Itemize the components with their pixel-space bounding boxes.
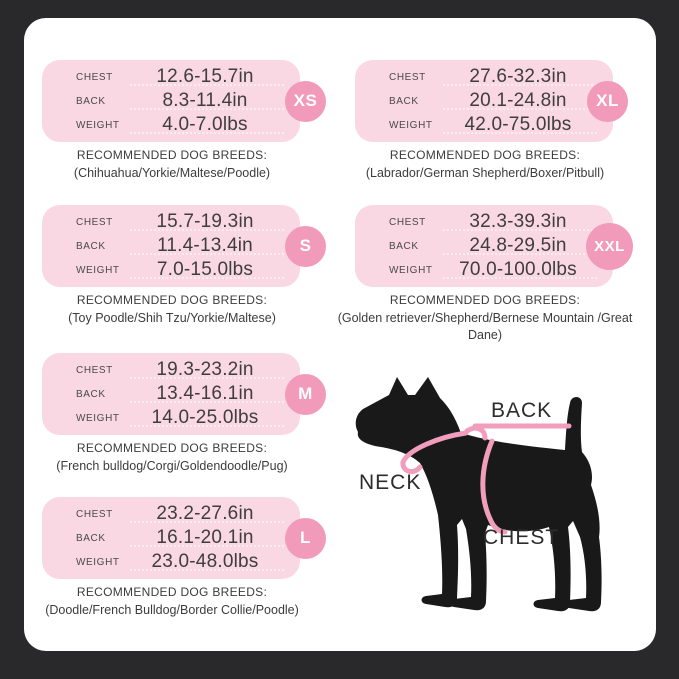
diagram-back-label: BACK	[491, 399, 553, 422]
back-label: BACK	[389, 95, 419, 107]
size-badge-s: S	[285, 225, 326, 267]
breeds-list: (Toy Poodle/Shih Tzu/Yorkie/Maltese)	[68, 311, 276, 325]
measurement-diagram: BACK NECK CHEST	[345, 355, 645, 650]
chest-label: CHEST	[76, 364, 113, 376]
chest-label: CHEST	[389, 216, 426, 228]
breeds-block-xxl: RECOMMENDED DOG BREEDS: (Golden retrieve…	[335, 293, 635, 344]
weight-value: 23.0-48.0lbs	[151, 551, 259, 572]
size-panel-xxl: CHEST 32.3-39.3in BACK 24.8-29.5in WEIGH…	[355, 205, 633, 287]
recommended-label: RECOMMENDED DOG BREEDS:	[76, 441, 268, 455]
recommended-label: RECOMMENDED DOG BREEDS:	[389, 148, 581, 162]
weight-label: WEIGHT	[76, 119, 120, 131]
chest-row: CHEST 19.3-23.2in	[76, 358, 300, 382]
breeds-list: (Labrador/German Shepherd/Boxer/Pitbull)	[365, 166, 605, 180]
breeds-block-l: RECOMMENDED DOG BREEDS: (Doodle/French B…	[22, 585, 322, 619]
neck-strap-curl	[464, 425, 488, 441]
back-value: 20.1-24.8in	[469, 90, 567, 111]
chest-label: CHEST	[389, 71, 426, 83]
chest-label: CHEST	[76, 216, 113, 228]
breeds-block-m: RECOMMENDED DOG BREEDS: (French bulldog/…	[22, 441, 322, 475]
chest-label: CHEST	[76, 71, 113, 83]
back-label: BACK	[76, 95, 106, 107]
back-row: BACK 16.1-20.1in	[76, 526, 300, 550]
chest-measure-arc	[480, 438, 508, 535]
chest-value: 32.3-39.3in	[469, 211, 567, 232]
back-row: BACK 8.3-11.4in	[76, 89, 300, 113]
chest-value: 27.6-32.3in	[469, 66, 567, 87]
back-label: BACK	[76, 532, 106, 544]
weight-value: 4.0-7.0lbs	[162, 114, 248, 135]
size-badge-l: L	[285, 517, 326, 559]
back-value: 8.3-11.4in	[162, 90, 248, 111]
back-label: BACK	[76, 240, 106, 252]
chest-row: CHEST 32.3-39.3in	[389, 210, 613, 234]
breeds-block-xl: RECOMMENDED DOG BREEDS: (Labrador/German…	[335, 148, 635, 182]
weight-row: WEIGHT 70.0-100.0lbs	[389, 258, 613, 282]
breeds-list: (Golden retriever/Shepherd/Bernese Mount…	[337, 311, 633, 342]
back-value: 24.8-29.5in	[469, 235, 567, 256]
breeds-block-s: RECOMMENDED DOG BREEDS: (Toy Poodle/Shih…	[22, 293, 322, 327]
chest-label: CHEST	[76, 508, 113, 520]
size-badge-xs: XS	[285, 80, 326, 122]
breeds-list: (French bulldog/Corgi/Goldendoodle/Pug)	[56, 459, 288, 473]
breeds-list: (Chihuahua/Yorkie/Maltese/Poodle)	[73, 166, 271, 180]
chest-row: CHEST 23.2-27.6in	[76, 502, 300, 526]
back-row: BACK 11.4-13.4in	[76, 234, 300, 258]
recommended-label: RECOMMENDED DOG BREEDS:	[76, 293, 268, 307]
size-panel-xs: CHEST 12.6-15.7in BACK 8.3-11.4in WEIGHT…	[42, 60, 326, 142]
weight-row: WEIGHT 7.0-15.0lbs	[76, 258, 300, 282]
back-label: BACK	[76, 388, 106, 400]
size-panel-s: CHEST 15.7-19.3in BACK 11.4-13.4in WEIGH…	[42, 205, 326, 287]
back-row: BACK 13.4-16.1in	[76, 382, 300, 406]
chest-row: CHEST 15.7-19.3in	[76, 210, 300, 234]
weight-value: 70.0-100.0lbs	[459, 259, 577, 280]
weight-label: WEIGHT	[76, 556, 120, 568]
chest-value: 19.3-23.2in	[156, 359, 254, 380]
weight-value: 42.0-75.0lbs	[464, 114, 572, 135]
weight-label: WEIGHT	[76, 412, 120, 424]
chest-row: CHEST 27.6-32.3in	[389, 65, 613, 89]
size-panel-m: CHEST 19.3-23.2in BACK 13.4-16.1in WEIGH…	[42, 353, 326, 435]
breeds-block-xs: RECOMMENDED DOG BREEDS: (Chihuahua/Yorki…	[22, 148, 322, 182]
back-label: BACK	[389, 240, 419, 252]
back-value: 16.1-20.1in	[156, 527, 254, 548]
chest-value: 23.2-27.6in	[156, 503, 254, 524]
dog-silhouette-graphic	[355, 377, 602, 612]
breeds-list: (Doodle/French Bulldog/Border Collie/Poo…	[45, 603, 299, 617]
diagram-neck-label: NECK	[359, 471, 422, 494]
chest-value: 12.6-15.7in	[156, 66, 254, 87]
weight-value: 7.0-15.0lbs	[156, 259, 254, 280]
size-panel-l: CHEST 23.2-27.6in BACK 16.1-20.1in WEIGH…	[42, 497, 326, 579]
weight-row: WEIGHT 4.0-7.0lbs	[76, 113, 300, 137]
recommended-label: RECOMMENDED DOG BREEDS:	[389, 293, 581, 307]
weight-row: WEIGHT 23.0-48.0lbs	[76, 550, 300, 574]
size-badge-m: M	[285, 373, 326, 415]
weight-row: WEIGHT 14.0-25.0lbs	[76, 406, 300, 430]
back-row: BACK 20.1-24.8in	[389, 89, 613, 113]
weight-label: WEIGHT	[76, 264, 120, 276]
back-row: BACK 24.8-29.5in	[389, 234, 613, 258]
size-panel-xl: CHEST 27.6-32.3in BACK 20.1-24.8in WEIGH…	[355, 60, 628, 142]
chest-value: 15.7-19.3in	[156, 211, 254, 232]
size-badge-xxl: XXL	[586, 222, 633, 270]
size-badge-xl: XL	[587, 80, 628, 122]
recommended-label: RECOMMENDED DOG BREEDS:	[76, 585, 268, 599]
weight-label: WEIGHT	[389, 119, 433, 131]
chest-row: CHEST 12.6-15.7in	[76, 65, 300, 89]
weight-label: WEIGHT	[389, 264, 433, 276]
weight-row: WEIGHT 42.0-75.0lbs	[389, 113, 613, 137]
dog-silhouette	[355, 377, 602, 612]
recommended-label: RECOMMENDED DOG BREEDS:	[76, 148, 268, 162]
size-chart-card: CHEST 12.6-15.7in BACK 8.3-11.4in WEIGHT…	[24, 18, 656, 651]
diagram-chest-label: CHEST	[483, 526, 560, 549]
weight-value: 14.0-25.0lbs	[151, 407, 259, 428]
back-value: 13.4-16.1in	[156, 383, 254, 404]
neck-measure-arc	[400, 430, 469, 475]
back-value: 11.4-13.4in	[157, 235, 253, 256]
